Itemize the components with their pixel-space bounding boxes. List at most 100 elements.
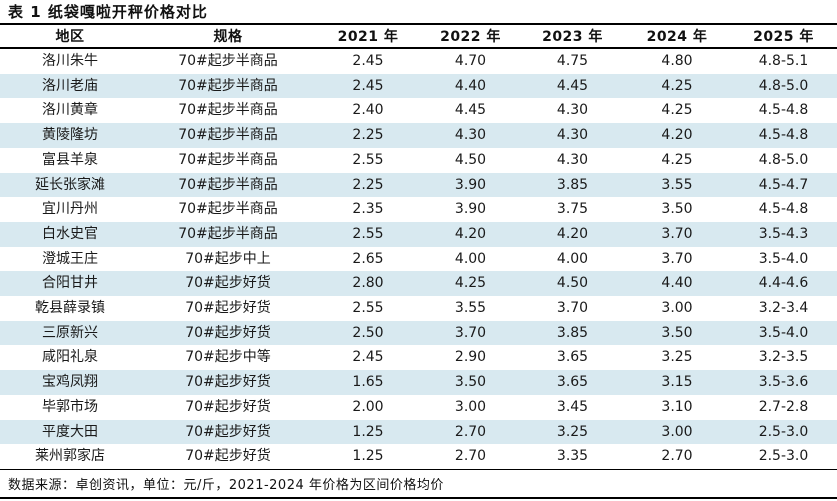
- table-row: 咸阳礼泉 70#起步中等 2.45 2.90 3.65 3.25 3.2-3.5: [0, 345, 837, 370]
- table-row: 黄陵隆坊 70#起步半商品 2.25 4.30 4.30 4.20 4.5-4.8: [0, 123, 837, 148]
- price-cell: 4.80: [661, 53, 693, 69]
- price-cell: 4.5-4.8: [758, 102, 809, 119]
- price-cell: 3.35: [556, 448, 589, 465]
- spec-cell: 70#起步好货: [185, 398, 271, 415]
- price-cell: 3.70: [661, 250, 693, 267]
- spec-cell: 70#起步半商品: [178, 176, 278, 193]
- table-row: 澄城王庄 70#起步中上 2.65 4.00 4.00 3.70 3.5-4.0: [0, 247, 837, 272]
- price-cell: 3.85: [556, 176, 589, 193]
- table-row: 白水史官 70#起步半商品 2.55 4.20 4.20 3.70 3.5-4.3: [0, 221, 837, 247]
- region-cell: 富县羊泉: [42, 151, 98, 168]
- region-cell: 莱州郭家店: [35, 448, 105, 465]
- price-cell: 3.55: [661, 176, 693, 193]
- column-header: 2023 年: [521, 24, 624, 49]
- region-cell: 宝鸡凤翔: [42, 374, 98, 391]
- table-row: 平度大田 70#起步好货 1.25 2.70 3.25 3.00 2.5-3.0: [0, 419, 837, 445]
- price-cell: 4.25: [661, 102, 693, 119]
- price-cell: 2.40: [352, 102, 384, 119]
- price-cell: 2.35: [352, 201, 384, 218]
- price-cell: 3.55: [454, 300, 487, 317]
- column-header: 2022 年: [420, 24, 521, 49]
- price-cell: 3.2-3.5: [758, 349, 809, 366]
- table-header-row: 地区 规格 2021 年 2022 年 2023 年 2024 年 2025 年: [0, 24, 837, 49]
- table-row: 延长张家滩 70#起步半商品 2.25 3.90 3.85 3.55 4.5-4.7: [0, 172, 837, 198]
- price-cell: 4.25: [661, 77, 693, 94]
- price-cell: 2.55: [352, 225, 384, 242]
- price-cell: 4.45: [454, 102, 487, 119]
- region-cell: 咸阳礼泉: [42, 349, 98, 366]
- column-header: 2021 年: [316, 24, 420, 49]
- source-note: 数据来源：卓创资讯，单位：元/斤，2021-2024 年价格为区间价格均价: [0, 468, 837, 499]
- price-cell: 2.65: [352, 250, 384, 267]
- price-cell: 2.45: [352, 53, 384, 69]
- price-cell: 3.15: [661, 374, 693, 391]
- region-cell: 合阳甘井: [42, 275, 98, 292]
- region-cell: 三原新兴: [42, 324, 98, 341]
- region-cell: 宜川丹州: [42, 201, 98, 218]
- spec-cell: 70#起步好货: [185, 423, 271, 440]
- price-cell: 3.50: [661, 201, 693, 218]
- price-cell: 4.25: [661, 151, 693, 168]
- region-cell: 澄城王庄: [42, 250, 98, 267]
- price-cell: 4.30: [556, 151, 589, 168]
- table-row: 合阳甘井 70#起步好货 2.80 4.25 4.50 4.40 4.4-4.6: [0, 271, 837, 297]
- price-cell: 3.00: [454, 398, 487, 415]
- column-header: 2025 年: [730, 24, 837, 49]
- spec-cell: 70#起步半商品: [178, 225, 278, 242]
- price-cell: 3.00: [661, 300, 693, 317]
- price-cell: 4.45: [556, 77, 589, 94]
- price-cell: 2.55: [352, 151, 384, 168]
- price-cell: 4.8-5.0: [758, 77, 809, 94]
- price-cell: 1.25: [352, 423, 384, 440]
- table-row: 毕郭市场 70#起步好货 2.00 3.00 3.45 3.10 2.7-2.8: [0, 395, 837, 420]
- price-cell: 4.40: [454, 77, 487, 94]
- price-cell: 3.00: [661, 423, 693, 440]
- price-cell: 3.50: [454, 374, 487, 391]
- table-row: 莱州郭家店 70#起步好货 1.25 2.70 3.35 2.70 2.5-3.0: [0, 444, 837, 469]
- price-cell: 4.50: [454, 151, 487, 168]
- region-cell: 平度大田: [42, 423, 98, 440]
- region-cell: 黄陵隆坊: [42, 127, 98, 144]
- price-cell: 3.50: [661, 324, 693, 341]
- price-cell: 4.5-4.7: [758, 176, 809, 193]
- spec-cell: 70#起步半商品: [178, 151, 278, 168]
- price-cell: 4.20: [556, 225, 589, 242]
- table-row: 宝鸡凤翔 70#起步好货 1.65 3.50 3.65 3.15 3.5-3.6: [0, 370, 837, 395]
- price-cell: 2.70: [454, 448, 487, 465]
- spec-cell: 70#起步半商品: [178, 127, 278, 144]
- price-cell: 2.70: [661, 448, 693, 465]
- price-cell: 3.25: [556, 423, 589, 440]
- table-title: 表 1 纸袋嘎啦开秤价格对比: [8, 3, 208, 21]
- spec-cell: 70#起步好货: [185, 275, 271, 292]
- price-cell: 4.70: [454, 53, 487, 69]
- price-cell: 3.70: [661, 225, 693, 242]
- price-cell: 3.65: [556, 349, 589, 366]
- price-cell: 2.45: [352, 77, 384, 94]
- column-header: 地区: [0, 24, 140, 49]
- price-cell: 4.00: [454, 250, 487, 267]
- spec-cell: 70#起步中上: [185, 250, 271, 267]
- table-row: 乾县薛录镇 70#起步好货 2.55 3.55 3.70 3.00 3.2-3.4: [0, 296, 837, 321]
- price-cell: 1.25: [352, 448, 384, 465]
- region-cell: 洛川朱牛: [42, 53, 98, 69]
- price-cell: 3.25: [661, 349, 693, 366]
- spec-cell: 70#起步好货: [185, 300, 271, 317]
- price-cell: 3.65: [556, 374, 589, 391]
- spec-cell: 70#起步半商品: [178, 102, 278, 119]
- price-cell: 3.2-3.4: [758, 300, 809, 317]
- price-cell: 3.5-4.3: [758, 225, 809, 242]
- price-cell: 3.75: [556, 201, 589, 218]
- table-row: 富县羊泉 70#起步半商品 2.55 4.50 4.30 4.25 4.8-5.0: [0, 148, 837, 173]
- price-cell: 4.20: [454, 225, 487, 242]
- price-cell: 3.90: [454, 176, 487, 193]
- price-cell: 3.5-4.0: [758, 324, 809, 341]
- price-cell: 4.30: [556, 127, 589, 144]
- price-cell: 2.25: [352, 176, 384, 193]
- price-cell: 2.00: [352, 398, 384, 415]
- price-cell: 2.80: [352, 275, 384, 292]
- spec-cell: 70#起步好货: [185, 374, 271, 391]
- table-row: 洛川朱牛 70#起步半商品 2.45 4.70 4.75 4.80 4.8-5.1: [0, 48, 837, 74]
- column-header: 规格: [140, 24, 316, 49]
- table-row: 宜川丹州 70#起步半商品 2.35 3.90 3.75 3.50 4.5-4.8: [0, 197, 837, 222]
